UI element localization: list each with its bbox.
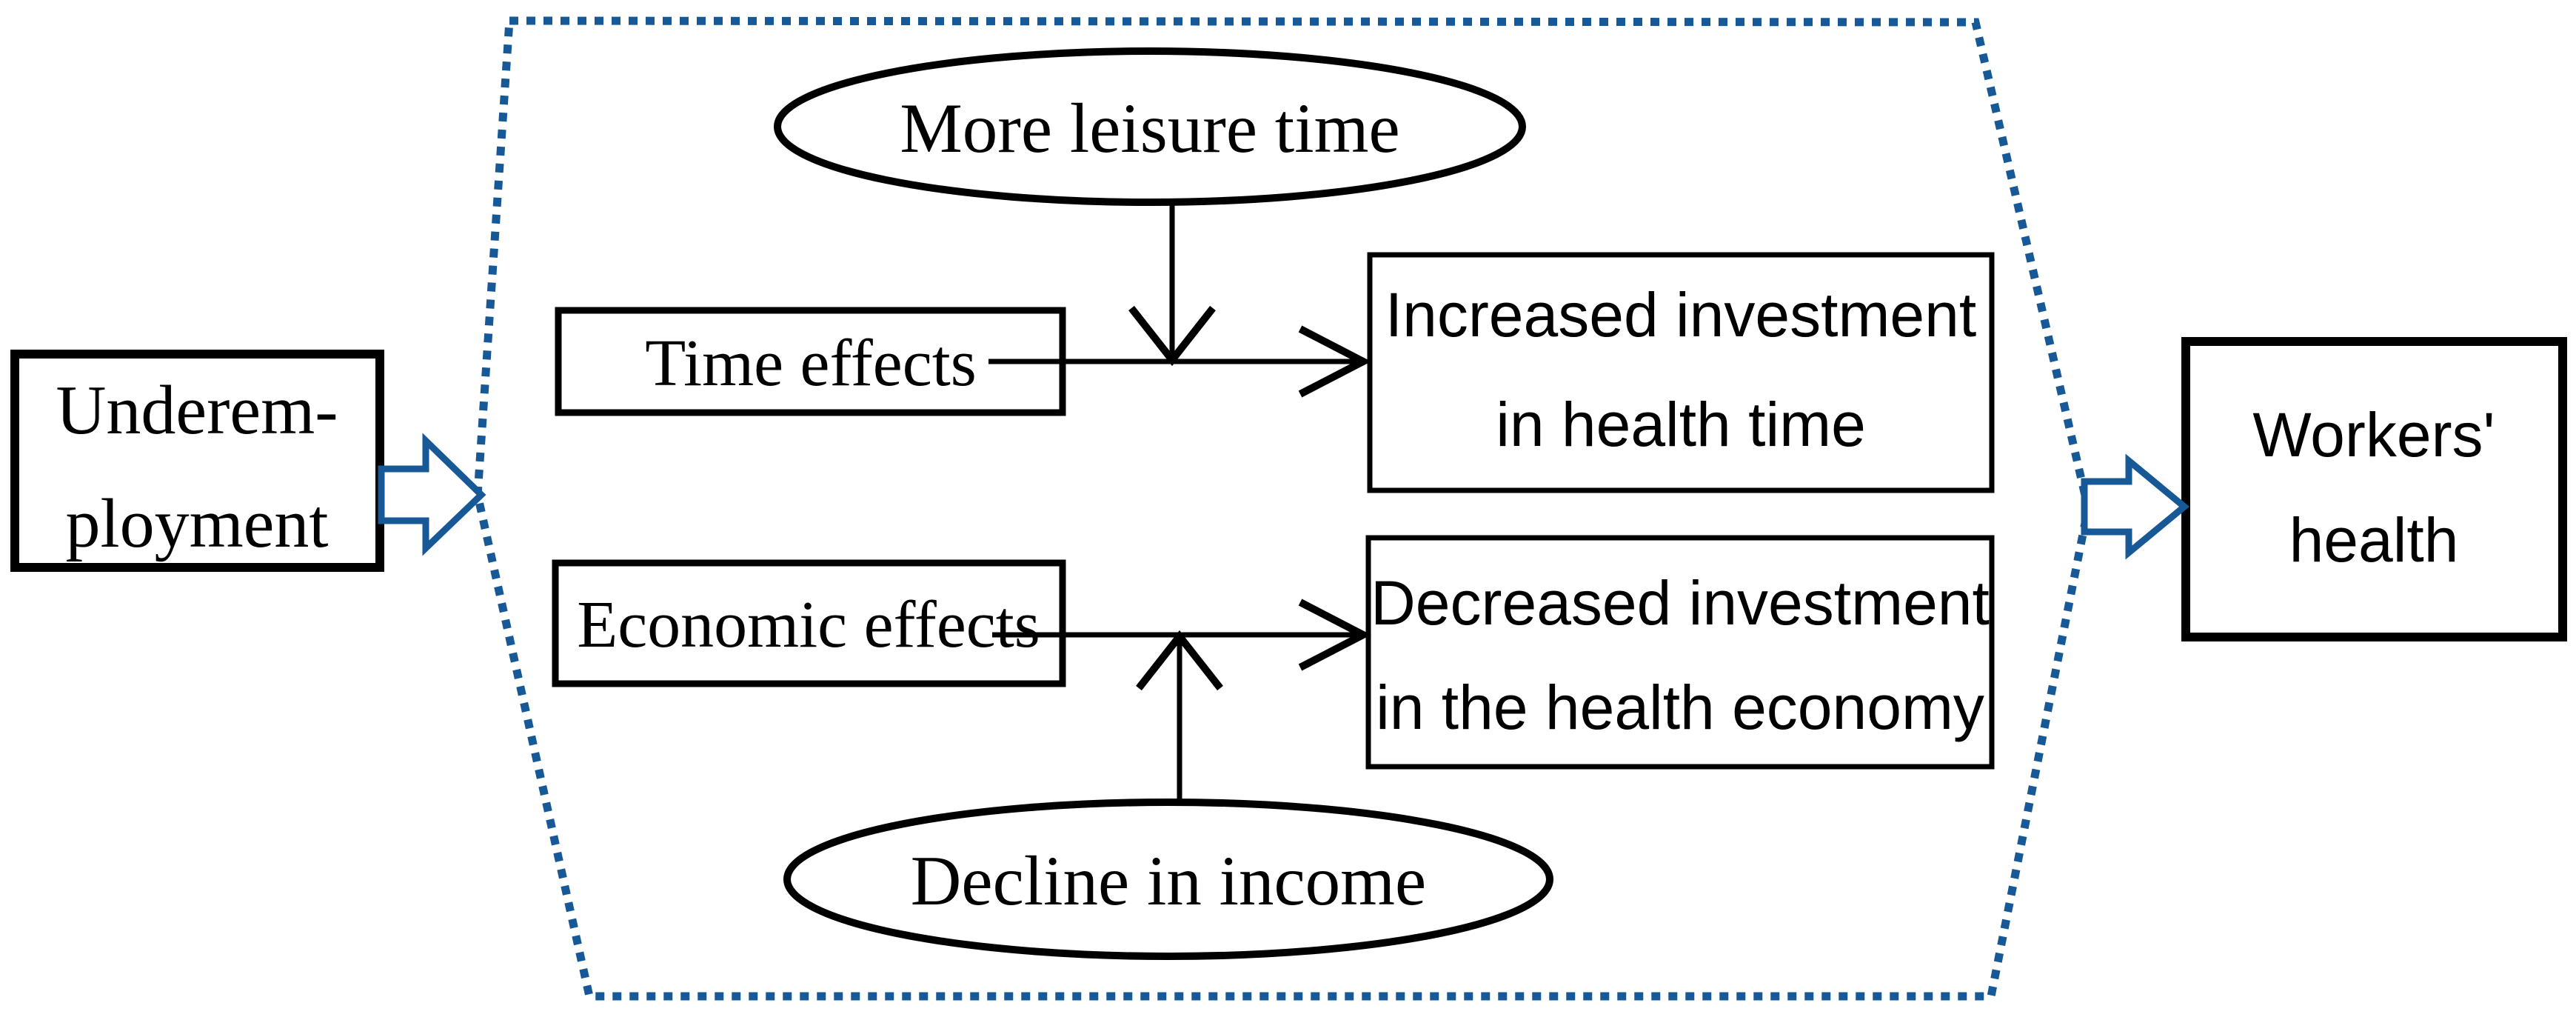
underemployment-label-line2: ployment: [65, 485, 328, 562]
arrowhead-up: [1136, 630, 1223, 691]
underemployment-label-line1: Underem-: [56, 372, 338, 449]
arrowhead-right-top: [1298, 325, 1371, 398]
economic-effects-label: Economic effects: [577, 588, 1040, 661]
workers-health-box: [2181, 337, 2567, 641]
increased-investment-box: [1367, 252, 1995, 493]
decline-in-income-label: Decline in income: [911, 841, 1426, 920]
decreased-investment-box: [1365, 535, 1995, 770]
block-arrow-underemployment-to-mechanisms: [378, 433, 486, 556]
arrow-more-leisure-time-down: [1128, 203, 1216, 367]
arrowhead-down: [1128, 305, 1216, 367]
arrow-decline-in-income-up: [1136, 630, 1223, 803]
economic-effects-box: [552, 559, 1066, 687]
decreased-investment-label-line1: Decreased investment: [1371, 568, 1990, 638]
decline-in-income-ellipse: [783, 799, 1553, 960]
more-leisure-time-label: More leisure time: [900, 89, 1399, 167]
time-effects-label: Time effects: [645, 327, 976, 400]
decreased-investment-label-line2: in the health economy: [1376, 673, 1984, 742]
increased-investment-label-line1: Increased investment: [1385, 280, 1976, 350]
increased-investment-label-line2: in health time: [1496, 390, 1866, 459]
time-effects-box: [555, 307, 1066, 416]
workers-health-label-line2: health: [2289, 505, 2459, 575]
block-arrow-mechanisms-to-workers-health: [2081, 453, 2190, 560]
more-leisure-time-ellipse: [774, 47, 1526, 206]
workers-health-label-line1: Workers': [2252, 400, 2495, 470]
underemployment-box: [10, 350, 384, 572]
arrowhead-right-bottom: [1298, 599, 1371, 671]
